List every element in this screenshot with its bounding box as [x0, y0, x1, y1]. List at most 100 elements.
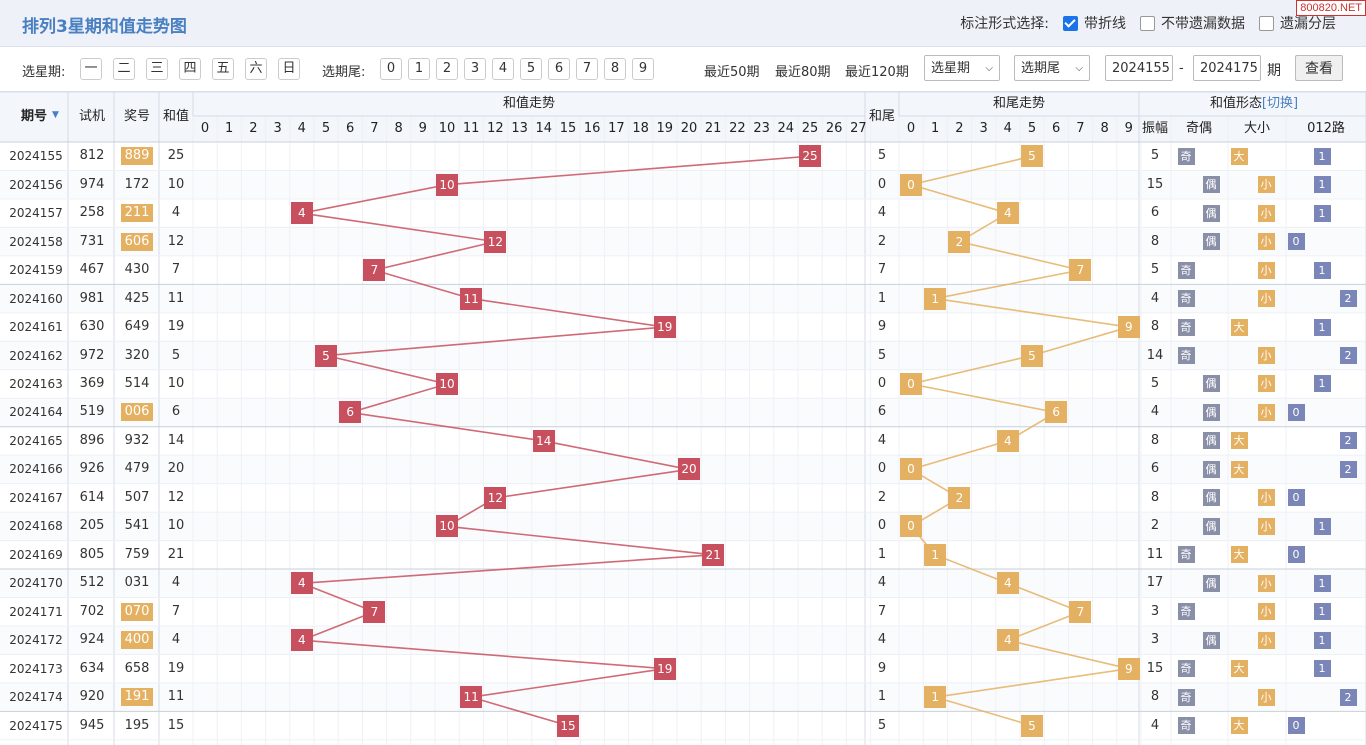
weekday-chip[interactable]: 三 — [146, 58, 168, 80]
trial-number: 945 — [79, 717, 105, 733]
sum-col-header: 15 — [559, 121, 577, 136]
road-tag: 1 — [1313, 176, 1331, 194]
trial-number: 205 — [79, 518, 105, 534]
trial-number: 630 — [79, 319, 105, 335]
sum-trend-header: 和值走势 — [502, 96, 555, 111]
issue-number: 2024157 — [9, 206, 63, 221]
road-tag: 0 — [1287, 233, 1305, 251]
recent-50-link[interactable]: 最近50期 — [704, 65, 760, 80]
tail-chip[interactable]: 4 — [492, 58, 514, 80]
sum-value: 7 — [171, 262, 181, 278]
tail-chip[interactable]: 8 — [604, 58, 626, 80]
sum-value: 6 — [171, 404, 181, 420]
tail-hit-marker: 1 — [924, 686, 947, 709]
shape-header: 和值形态 — [1209, 96, 1262, 111]
trial-number: 974 — [79, 176, 105, 192]
tail-chip[interactable]: 6 — [548, 58, 570, 80]
header-background — [0, 398, 1366, 427]
sum-value: 4 — [171, 632, 181, 648]
switch-link[interactable]: [切换] — [1261, 96, 1299, 111]
amplitude-header: 振幅 — [1141, 121, 1168, 136]
trial-number: 634 — [79, 660, 105, 676]
tail-select[interactable]: 选期尾 ⌵ — [1014, 55, 1090, 81]
tail-chip[interactable]: 5 — [520, 58, 542, 80]
tail-hit-marker: 1 — [924, 543, 947, 566]
to-period-input[interactable]: 2024175 — [1193, 55, 1261, 81]
road-tag: 2 — [1339, 290, 1357, 308]
range-dash: - — [1179, 61, 1184, 76]
no-omission-checkbox[interactable] — [1140, 15, 1155, 31]
sum-col-header: 16 — [583, 121, 601, 136]
big-small-tag: 小 — [1257, 176, 1275, 194]
sum-value: 7 — [171, 603, 181, 619]
query-button[interactable]: 查看 — [1295, 55, 1343, 81]
issue-number: 2024160 — [9, 291, 63, 306]
tail-hit-marker: 0 — [900, 173, 922, 196]
from-period-input[interactable]: 2024155 — [1105, 55, 1173, 81]
big-small-tag: 小 — [1257, 233, 1275, 251]
trial-number: 972 — [79, 347, 105, 363]
sum-hit-marker: 4 — [290, 629, 313, 652]
issue-number: 2024166 — [9, 462, 63, 477]
road-012-header: 012路 — [1307, 121, 1345, 136]
recent-80-link[interactable]: 最近80期 — [775, 65, 831, 80]
polyline-checkbox[interactable] — [1063, 15, 1078, 31]
prize-number: 507 — [124, 489, 150, 505]
amplitude-value: 4 — [1150, 290, 1160, 306]
amplitude-value: 14 — [1146, 347, 1164, 363]
tail-chip[interactable]: 1 — [408, 58, 430, 80]
weekday-chip[interactable]: 四 — [179, 58, 201, 80]
issue-column-header[interactable]: 期号 — [20, 109, 47, 124]
weekday-chip[interactable]: 日 — [278, 58, 300, 80]
amplitude-value: 8 — [1150, 489, 1160, 505]
trial-number: 926 — [79, 461, 105, 477]
no-omission-option-label[interactable]: 不带遗漏数据 — [1161, 16, 1245, 32]
tail-col-header: 7 — [1076, 121, 1085, 136]
sum-col-header: 23 — [753, 121, 770, 136]
sum-col-header: 20 — [680, 121, 698, 136]
big-small-tag: 大 — [1230, 546, 1248, 564]
weekday-chip[interactable]: 五 — [212, 58, 234, 80]
tail-value: 0 — [877, 518, 887, 534]
amplitude-value: 17 — [1146, 575, 1164, 591]
weekday-select[interactable]: 选星期 ⌵ — [924, 55, 1000, 81]
tail-hit-marker: 0 — [900, 372, 922, 395]
issue-number: 2024165 — [9, 433, 63, 448]
omission-layer-checkbox[interactable] — [1259, 15, 1274, 31]
omission-layer-option-label[interactable]: 遗漏分层 — [1280, 16, 1336, 32]
odd-even-tag: 偶 — [1202, 233, 1220, 251]
sum-value: 10 — [167, 375, 185, 391]
sum-value: 4 — [171, 575, 181, 591]
tail-hit-marker: 9 — [1117, 657, 1140, 680]
tail-chip[interactable]: 2 — [436, 58, 458, 80]
big-small-tag: 小 — [1257, 403, 1275, 421]
tail-chip[interactable]: 3 — [464, 58, 486, 80]
sum-hit-marker: 6 — [339, 401, 362, 424]
odd-even-tag: 偶 — [1202, 403, 1220, 421]
odd-even-tag: 偶 — [1202, 460, 1220, 478]
sum-col-header: 13 — [511, 121, 528, 136]
tail-chip[interactable]: 9 — [632, 58, 654, 80]
odd-even-tag: 奇 — [1177, 290, 1195, 308]
tail-hit-marker: 0 — [900, 515, 922, 538]
issue-number: 2024171 — [9, 604, 63, 619]
weekday-chip[interactable]: 一 — [80, 58, 102, 80]
polyline-option-label[interactable]: 带折线 — [1084, 16, 1126, 32]
tail-chip[interactable]: 7 — [576, 58, 598, 80]
recent-120-link[interactable]: 最近120期 — [845, 65, 909, 80]
tail-col-header: 2 — [955, 121, 964, 136]
weekday-chip[interactable]: 六 — [245, 58, 267, 80]
sum-col-header: 27 — [850, 121, 867, 136]
tail-value: 1 — [877, 689, 887, 705]
tail-hit-marker: 1 — [924, 287, 947, 310]
tail-chip[interactable]: 0 — [380, 58, 402, 80]
road-tag: 2 — [1339, 688, 1357, 706]
big-small-tag: 大 — [1230, 717, 1248, 735]
odd-even-tag: 偶 — [1202, 517, 1220, 535]
sort-desc-icon[interactable]: ▼ — [52, 110, 59, 120]
tail-hit-marker: 2 — [948, 486, 971, 509]
weekday-chip[interactable]: 二 — [113, 58, 135, 80]
road-tag: 1 — [1313, 574, 1331, 592]
sum-hit-marker: 11 — [460, 287, 483, 310]
sum-value: 25 — [167, 148, 185, 164]
